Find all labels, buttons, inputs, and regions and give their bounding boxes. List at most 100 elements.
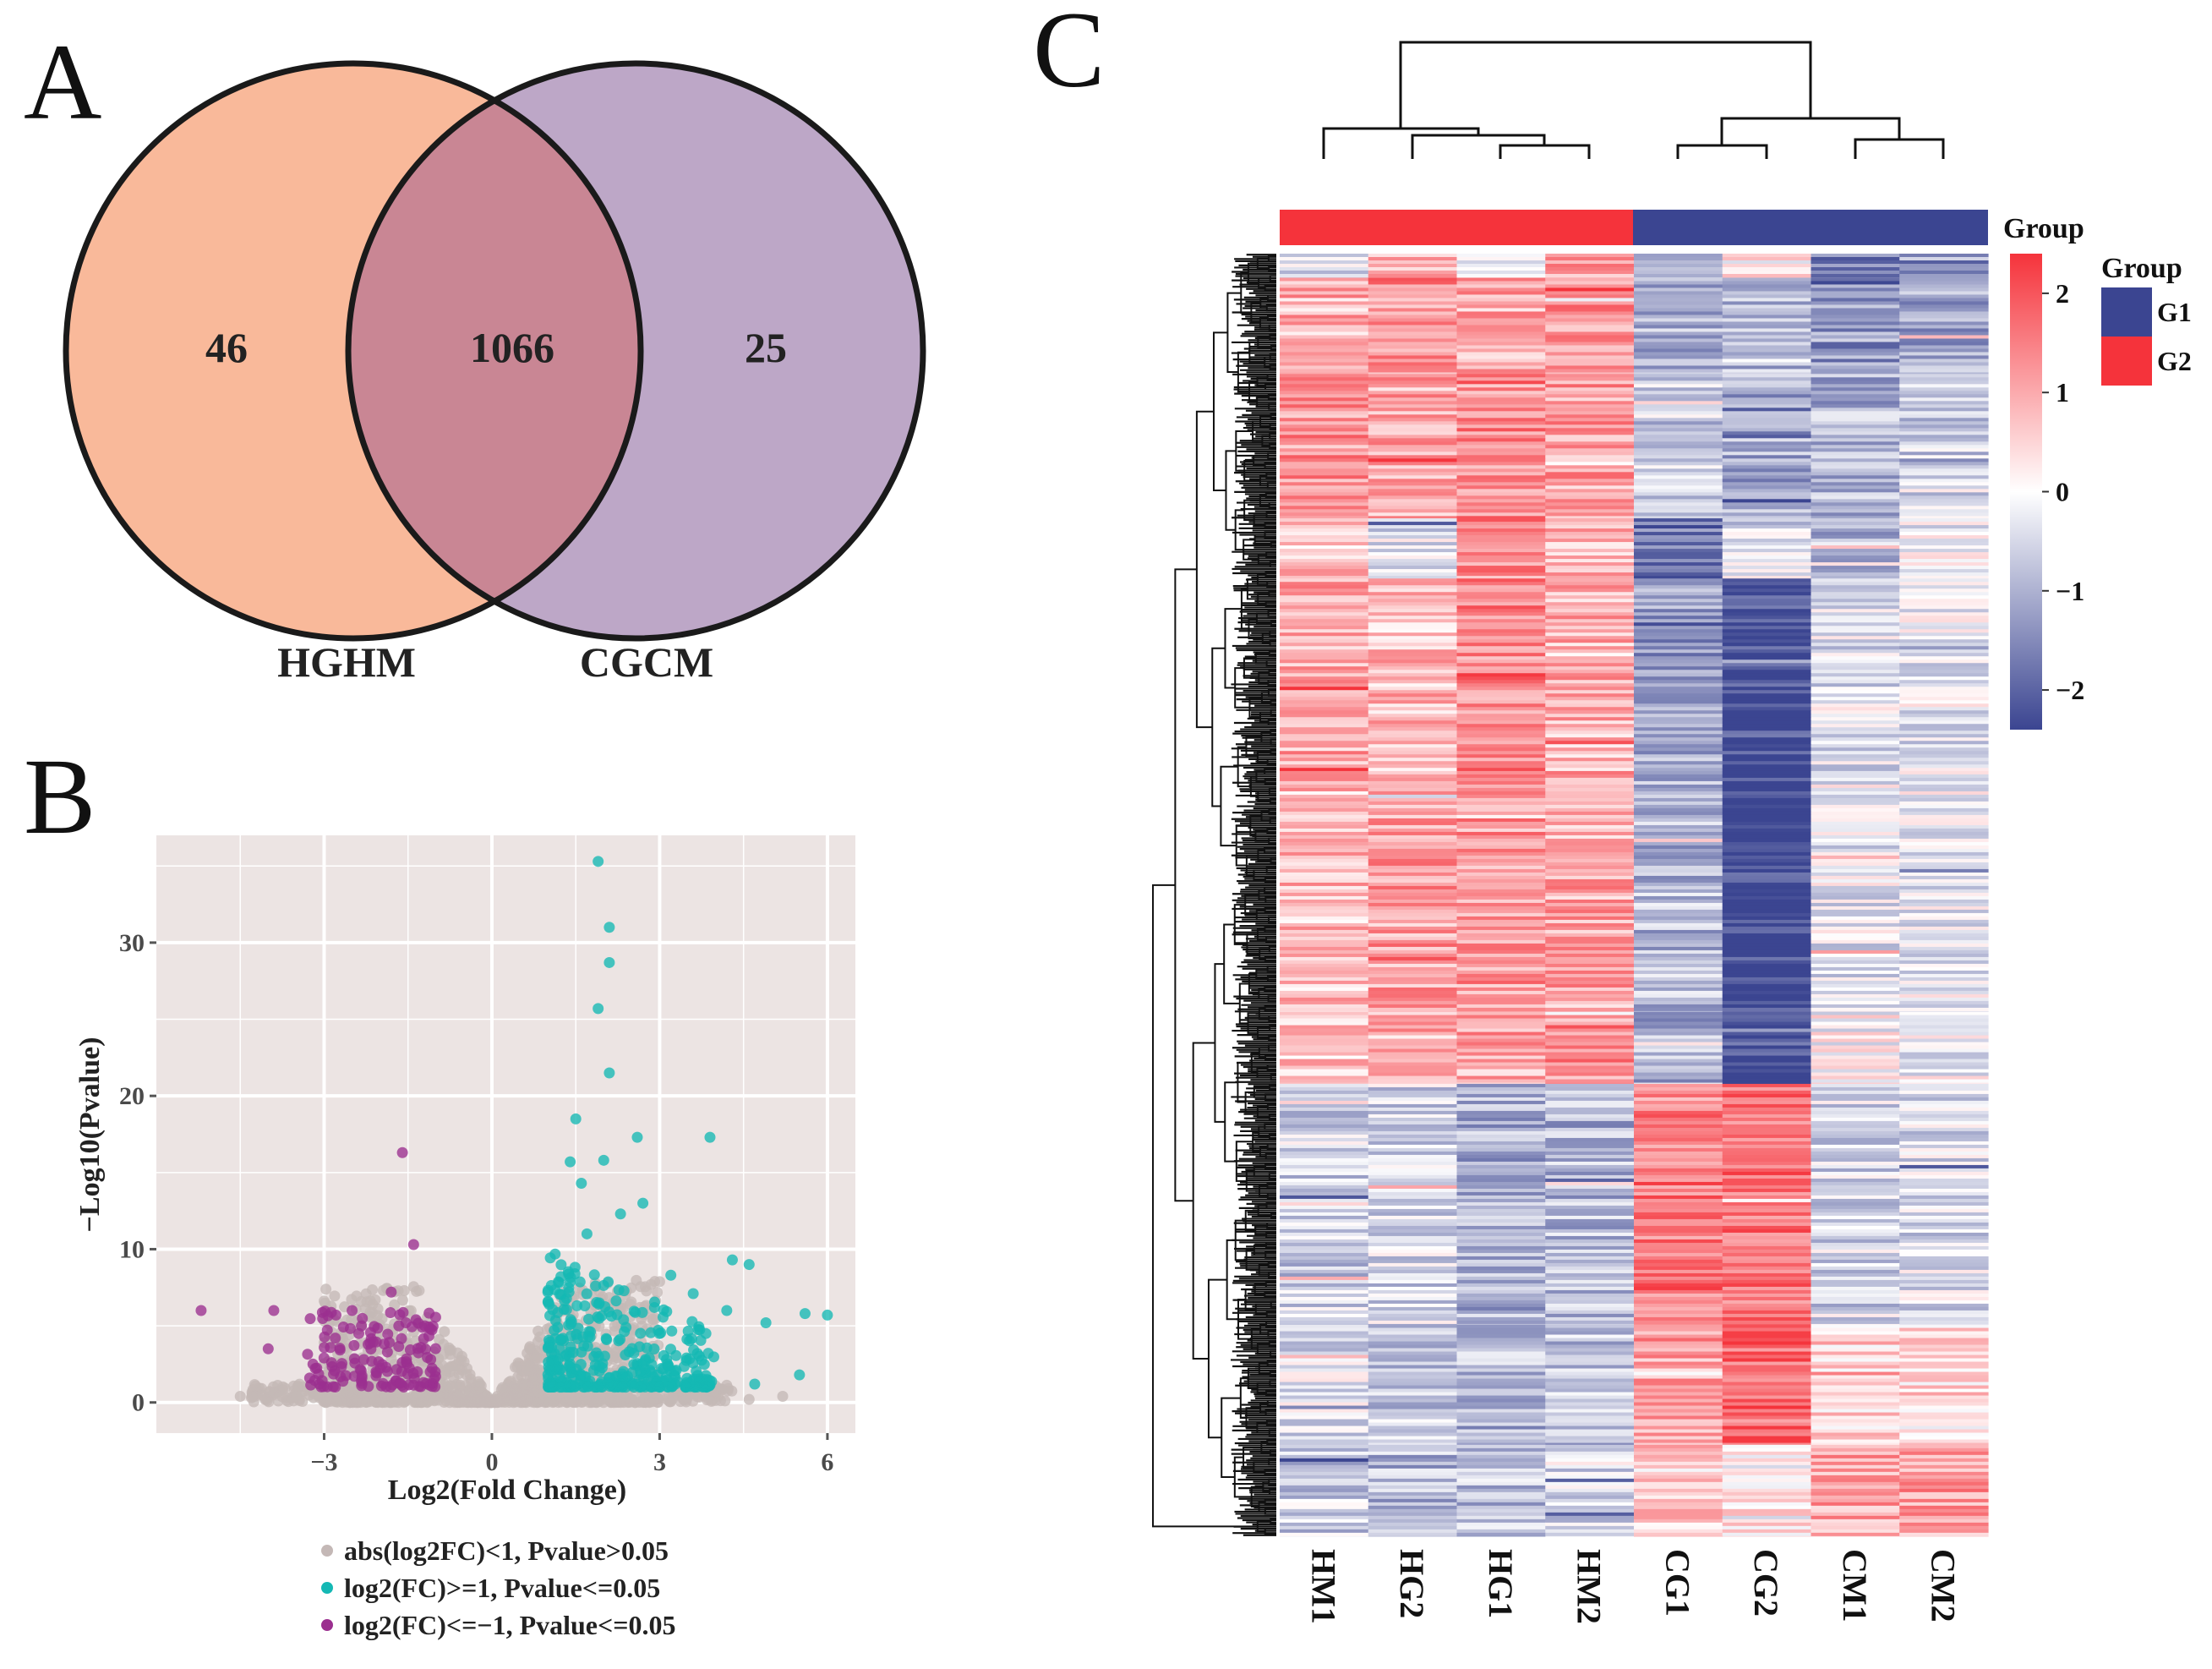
heatmap-cell (1456, 987, 1546, 992)
heatmap-cell (1280, 629, 1369, 633)
heatmap-cell (1722, 542, 1812, 546)
heatmap-cell (1456, 512, 1546, 517)
heatmap-cell (1280, 814, 1369, 819)
heatmap-cell (1634, 605, 1723, 610)
point-upregulated (581, 1288, 593, 1300)
heatmap-cell (1456, 1154, 1546, 1159)
heatmap-cell (1545, 502, 1635, 506)
point-upregulated (749, 1378, 761, 1390)
heatmap-cell (1368, 304, 1458, 309)
heatmap-cell (1634, 751, 1723, 755)
heatmap-cell (1899, 1157, 1989, 1163)
heatmap-cell (1368, 710, 1458, 714)
heatmap-cell (1634, 804, 1723, 809)
heatmap-cell (1456, 821, 1546, 826)
heatmap-cell (1899, 899, 1989, 904)
point-downregulated (418, 1376, 429, 1388)
heatmap-cell (1368, 431, 1458, 435)
heatmap-cell (1899, 1072, 1989, 1076)
volcano-plot-background (156, 835, 855, 1433)
heatmap-cell (1280, 724, 1369, 728)
heatmap-cell (1280, 747, 1369, 752)
heatmap-cell (1811, 304, 1900, 309)
point-downregulated (195, 1305, 207, 1316)
heatmap-cell (1811, 455, 1900, 459)
heatmap-cell (1280, 325, 1369, 329)
heatmap-cell (1899, 1086, 1989, 1092)
heatmap-cell (1722, 1059, 1812, 1063)
heatmap-cell (1545, 264, 1635, 268)
heatmap-cell (1456, 855, 1546, 860)
heatmap-cell (1368, 479, 1458, 483)
heatmap-cell (1280, 492, 1369, 496)
heatmap-cell (1722, 1201, 1812, 1207)
heatmap-cell (1545, 271, 1635, 275)
point-upregulated (543, 1361, 554, 1373)
heatmap-cell (1456, 946, 1546, 951)
heatmap-cell (1545, 758, 1635, 762)
heatmap-cells (1280, 254, 1989, 1537)
heatmap-cell (1811, 1015, 1900, 1019)
heatmap-cell (1899, 909, 1989, 914)
row-dendro-branch (1270, 738, 1276, 746)
heatmap-cell (1545, 676, 1635, 681)
heatmap-cell (1545, 683, 1635, 687)
heatmap-cell (1634, 616, 1723, 620)
heatmap-cell (1722, 445, 1812, 449)
heatmap-cell (1899, 683, 1989, 687)
heatmap-cell (1899, 659, 1989, 664)
heatmap-cell (1634, 465, 1723, 469)
heatmap-cell (1899, 707, 1989, 711)
heatmap-cell (1456, 1042, 1546, 1046)
heatmap-cell (1545, 848, 1635, 853)
heatmap-cell (1280, 499, 1369, 503)
point-downregulated (369, 1321, 380, 1332)
heatmap-cell (1368, 555, 1458, 560)
heatmap-cell (1811, 1062, 1900, 1066)
heatmap-cell (1722, 710, 1812, 714)
row-dendro-branch (1269, 1448, 1276, 1456)
row-dendro-branch (1254, 829, 1270, 842)
heatmap-cell (1811, 595, 1900, 599)
heatmap-cell (1722, 1154, 1812, 1159)
point-upregulated (592, 1381, 604, 1393)
heatmap-cell (1280, 912, 1369, 917)
point-not-significant (268, 1387, 280, 1399)
heatmap-cell (1634, 710, 1723, 714)
heatmap-cell (1280, 845, 1369, 850)
heatmap-cell (1456, 1079, 1546, 1083)
heatmap-cell (1545, 445, 1635, 449)
heatmap-cell (1722, 663, 1812, 667)
row-dendro-branch (1268, 649, 1276, 657)
heatmap-cell (1368, 1086, 1458, 1092)
heatmap-cell (1899, 1144, 1989, 1149)
heatmap-cell (1899, 1134, 1989, 1139)
heatmap-cell (1634, 1025, 1723, 1029)
heatmap-cell (1811, 532, 1900, 536)
heatmap-cell (1811, 1035, 1900, 1039)
heatmap-cell (1634, 680, 1723, 684)
row-dendro-branch (1264, 1004, 1276, 1012)
heatmap-cell (1456, 1147, 1546, 1152)
heatmap-cell (1280, 697, 1369, 701)
heatmap-cell (1280, 335, 1369, 339)
heatmap-cell (1899, 875, 1989, 880)
heatmap-cell (1280, 1045, 1369, 1049)
heatmap-cell (1280, 489, 1369, 493)
heatmap-cell (1456, 953, 1546, 958)
heatmap-cell (1545, 257, 1635, 261)
point-upregulated (544, 1310, 556, 1322)
point-not-significant (290, 1390, 302, 1402)
heatmap-cell (1368, 342, 1458, 346)
heatmap-cell (1722, 1004, 1812, 1009)
heatmap-cell (1545, 646, 1635, 650)
point-not-significant (446, 1381, 458, 1393)
heatmap-cell (1634, 291, 1723, 295)
heatmap-cell (1280, 612, 1369, 616)
heatmap-cell (1545, 626, 1635, 630)
heatmap-cell (1899, 1137, 1989, 1142)
heatmap-cell (1899, 468, 1989, 473)
heatmap-cell (1456, 369, 1546, 373)
heatmap-cell (1545, 1201, 1635, 1207)
heatmap-cell (1722, 525, 1812, 529)
